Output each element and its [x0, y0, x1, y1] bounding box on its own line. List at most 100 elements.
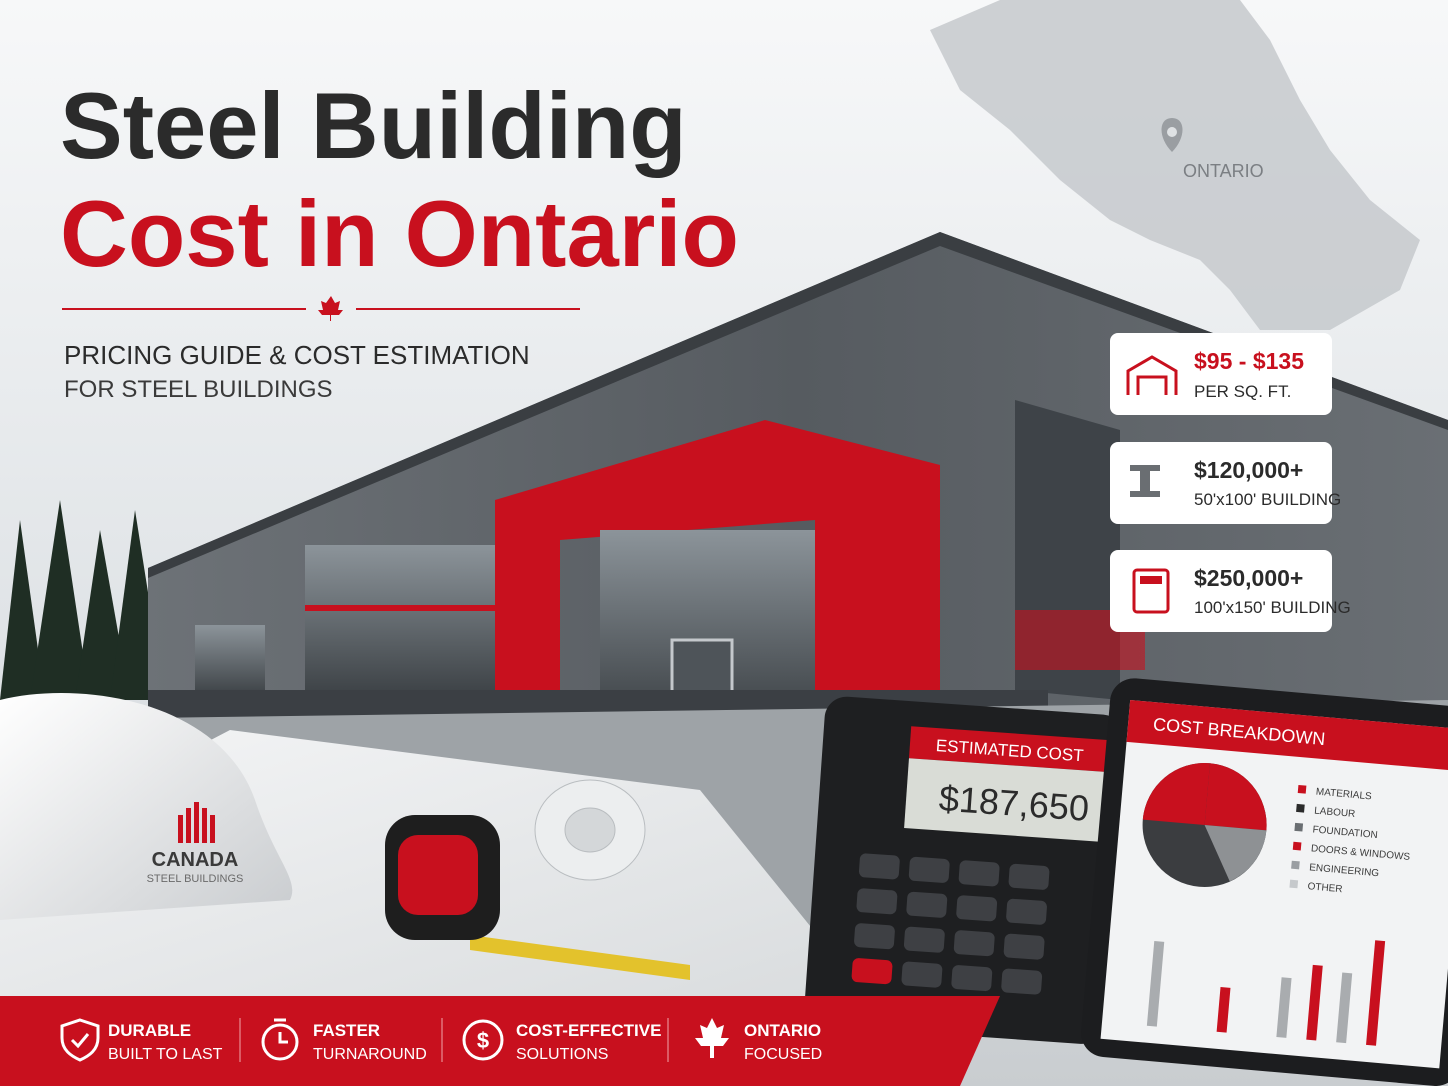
calculator-part-part [854, 923, 895, 950]
calculator-part-part [906, 891, 948, 918]
calculator-part-part [958, 860, 1000, 887]
tablet-part-part [1276, 977, 1292, 1038]
hard-hat-part [0, 693, 293, 920]
ontario-map-part [1167, 127, 1177, 137]
price-cards-part [1110, 442, 1332, 524]
calculator-part [908, 726, 1111, 773]
price-cards-part [1126, 355, 1178, 395]
calculator: ESTIMATED COST $187,650 [804, 696, 1124, 1044]
hard-hat-part-part [202, 808, 207, 843]
title-line-1: Steel Building [60, 73, 687, 178]
trees-part [30, 500, 90, 700]
tablet-part-part [1366, 940, 1386, 1046]
feature-bar-part [274, 1018, 288, 1044]
tablet-part-part [1216, 986, 1231, 1033]
card-value: $120,000+ [1194, 457, 1303, 483]
card-label: PER SQ. FT. [1194, 382, 1291, 401]
legend-swatch [1296, 803, 1305, 813]
tablet-part [1216, 940, 1386, 1046]
price-cards-part [1110, 550, 1332, 632]
feature-bar-part [462, 1019, 504, 1061]
legend-swatch [1297, 784, 1307, 794]
feature-title: ONTARIO [744, 1021, 821, 1040]
tablet-part [1204, 763, 1267, 831]
feature-bar-part [695, 1018, 729, 1058]
calculator-part-part [901, 961, 943, 988]
calculator-part-part [1003, 933, 1045, 960]
feature-subtitle: BUILT TO LAST [108, 1046, 223, 1063]
trees-part [0, 520, 45, 700]
hard-hat-part-part [186, 808, 191, 843]
hard-hat-part-part [194, 802, 199, 843]
calculator-part-part [1008, 863, 1050, 890]
price-cards-part [1130, 465, 1160, 497]
feature-title: DURABLE [108, 1021, 191, 1040]
feature-title: FASTER [313, 1021, 380, 1040]
hard-hat-part-part [210, 815, 215, 843]
card-value: $250,000+ [1194, 565, 1303, 591]
tablet-part [1126, 700, 1448, 772]
tablet-part-part [1336, 972, 1353, 1044]
feature-bar-part [60, 1018, 100, 1062]
feature-bar-part: $ [477, 1028, 489, 1053]
tablet-part [1146, 941, 1353, 1044]
feature-subtitle: SOLUTIONS [516, 1046, 608, 1063]
calculator-part [904, 758, 1109, 842]
building-part [305, 605, 495, 611]
calculator-part-part [1001, 968, 1043, 995]
price-cards-part [1110, 333, 1332, 415]
legend-label: LABOUR [1314, 805, 1356, 820]
hard-hat: CANADA STEEL BUILDINGS [0, 693, 293, 920]
feature-subtitle: FOCUSED [744, 1046, 822, 1063]
tablet-part [1142, 762, 1210, 825]
title: Steel Building Cost in Ontario PRICING G… [60, 73, 739, 403]
tablet-part-part [1146, 941, 1165, 1027]
title-line-2: Cost in Ontario [60, 181, 739, 286]
calculator-part-part [858, 853, 900, 880]
legend-swatch [1289, 879, 1299, 889]
card-value: $95 - $135 [1194, 348, 1304, 374]
price-cards: $95 - $135 PER SQ. FT. $120,000+ 50'x100… [1110, 333, 1351, 632]
calculator-part-part [951, 965, 993, 992]
subtitle-line-2: FOR STEEL BUILDINGS [64, 376, 333, 403]
legend-label: MATERIALS [1315, 787, 1372, 803]
subtitle-line-1: PRICING GUIDE & COST ESTIMATION [64, 340, 530, 370]
tablet-part [1204, 824, 1267, 882]
legend-swatch [1292, 841, 1302, 851]
feature-subtitle: TURNAROUND [313, 1046, 427, 1063]
calculator-part-part [956, 895, 998, 922]
hard-hat-part-part [178, 815, 183, 843]
building-part [148, 232, 1448, 578]
helmet-tagline: STEEL BUILDINGS [147, 873, 244, 885]
hard-hat-part [178, 802, 215, 843]
calculator-part-part [903, 926, 945, 953]
calculator-part-part [1006, 898, 1047, 925]
ontario-map-part [930, 0, 1420, 330]
legend-swatch [1291, 860, 1300, 870]
building-part [495, 420, 940, 690]
tablet-part-part [1306, 964, 1323, 1041]
feature-bar-part [261, 1023, 299, 1061]
price-cards-part [1132, 568, 1170, 614]
calculator-part-part [953, 930, 995, 957]
card-label: 100'x150' BUILDING [1194, 598, 1351, 617]
legend-swatch [1294, 822, 1304, 832]
feature-bar: $ DURABLE BUILT TO LAST FASTER TURNAROUN… [0, 996, 1000, 1086]
calculator-part-part [856, 888, 898, 915]
title-part [318, 296, 343, 321]
calculator-part [851, 958, 893, 985]
blueprints-part [564, 807, 616, 853]
ontario-map: ONTARIO [930, 0, 1420, 330]
tape-measure [385, 815, 690, 980]
feature-title: COST-EFFECTIVE [516, 1021, 661, 1040]
calculator-part [854, 853, 1050, 995]
card-label: 50'x100' BUILDING [1194, 490, 1341, 509]
helmet-brand: CANADA [152, 849, 239, 871]
map-label: ONTARIO [1183, 161, 1264, 181]
feature-bar-part [0, 996, 1000, 1086]
price-cards-part [1140, 576, 1162, 584]
tablet: COST BREAKDOWN MATERIALSLABOURFOUNDATION… [1081, 678, 1448, 1086]
legend-label: OTHER [1307, 881, 1343, 895]
